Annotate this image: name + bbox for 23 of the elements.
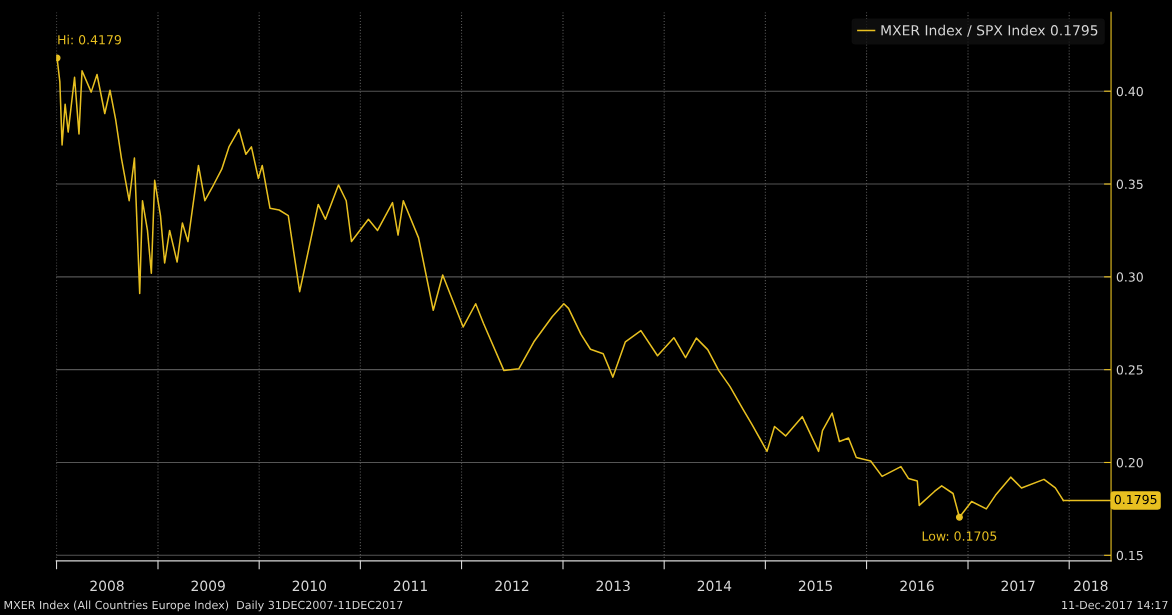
y-tick-label: 0.35	[1116, 179, 1143, 189]
x-tick-label: 2011	[393, 580, 427, 592]
annotation: Hi: 0.4179	[58, 34, 121, 45]
x-tick-label: 2015	[798, 580, 833, 592]
y-tick-label: 0.25	[1116, 365, 1143, 375]
x-tick-label: 2010	[292, 580, 327, 592]
y-tick-label: 0.40	[1116, 86, 1143, 97]
x-tick-label: 2014	[697, 580, 732, 592]
x-tick-label: 2013	[596, 580, 630, 592]
x-tick-label: 2018	[1074, 580, 1108, 592]
x-tick-label: 2009	[191, 580, 225, 592]
y-tick-label: 0.15	[1116, 550, 1143, 561]
text: 11-Dec-2017 14:17	[1062, 600, 1168, 610]
x-tick-label: 2008	[90, 580, 124, 592]
x-tick-label: 2012	[495, 580, 529, 592]
x-tick-label: 2016	[900, 580, 934, 592]
ref-line-label: 0.1795	[1114, 494, 1157, 505]
y-tick-label: 0.20	[1116, 457, 1143, 468]
annotation: Low: 0.1705	[922, 531, 997, 541]
text: MXER Index (All Countries Europe Index) Daily 31DEC2007-11DEC2017	[4, 600, 403, 612]
legend-label: MXER Index / SPX Index 0.1795	[881, 24, 1098, 37]
y-tick-label: 0.30	[1116, 272, 1143, 282]
x-tick-label: 2017	[1001, 580, 1035, 592]
